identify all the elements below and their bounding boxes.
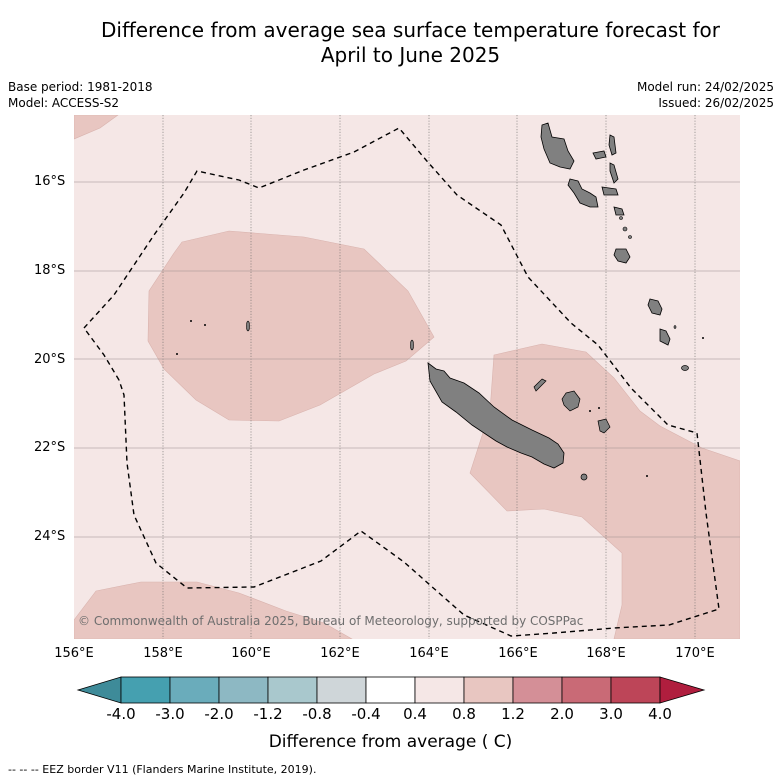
longitude-label: 168°E	[586, 646, 626, 661]
title-line-1: Difference from average sea surface temp…	[100, 18, 720, 42]
latitude-label: 18°S	[34, 263, 66, 278]
eez-border	[83, 127, 720, 637]
islet-dot-6	[646, 475, 648, 477]
colorbar-extend-low	[76, 676, 122, 704]
vanuatu-ambae	[592, 150, 607, 160]
colorbar-tick: 0.4	[403, 705, 427, 723]
longitude-label: 160°E	[231, 646, 271, 661]
colorbar-tick: -1.2	[253, 705, 283, 723]
vanuatu-aneityum	[681, 365, 689, 371]
vanuatu-shepherd-3	[619, 216, 623, 220]
map-svg	[74, 115, 740, 639]
colorbar-segment	[218, 676, 269, 704]
islet-dot-4	[598, 407, 600, 409]
vanuatu-shepherd-1	[622, 226, 628, 232]
new-caledonia-island	[427, 362, 565, 469]
colorbar-tick: -3.0	[155, 705, 185, 723]
longitude-label: 156°E	[54, 646, 94, 661]
colorbar-tick: 2.0	[550, 705, 574, 723]
colorbar-tick: 0.8	[452, 705, 476, 723]
model-name: Model: ACCESS-S2	[8, 96, 120, 110]
colorbar-segment	[414, 676, 465, 704]
colorbar-tick: -0.8	[302, 705, 332, 723]
longitude-label: 158°E	[143, 646, 183, 661]
colorbar-tick: 3.0	[599, 705, 623, 723]
colorbar-tick: 1.2	[501, 705, 525, 723]
latitude-label: 22°S	[34, 440, 66, 455]
metadata-right: Model run: 24/02/2025 Issued: 26/02/2025	[637, 79, 774, 111]
colorbar-segment	[610, 676, 661, 704]
belep-islet	[410, 339, 414, 351]
colorbar-extend-high	[659, 676, 706, 704]
colorbar-tick: 4.0	[648, 705, 672, 723]
map-title: Difference from average sea surface temp…	[0, 18, 781, 68]
chesterfield-islet	[246, 320, 250, 332]
colorbar-segment	[365, 676, 416, 704]
copyright-notice: © Commonwealth of Australia 2025, Bureau…	[78, 614, 584, 628]
graticule-latitude	[74, 181, 740, 538]
colorbar-segment	[267, 676, 318, 704]
vanuatu-malekula	[567, 178, 599, 208]
model-run: Model run: 24/02/2025	[636, 80, 774, 94]
vanuatu-islet-4	[673, 325, 677, 329]
vanuatu-shepherd-2	[628, 235, 632, 239]
islet-dot-2	[204, 324, 206, 326]
vanuatu-ambrym	[601, 186, 619, 196]
vanuatu-efate	[613, 248, 631, 264]
base-period: Base period: 1981-2018	[8, 80, 153, 94]
islet-dot-1	[190, 320, 192, 322]
longitude-label: 164°E	[409, 646, 449, 661]
sst-anomaly-patch-south	[74, 581, 353, 639]
longitude-label: 166°E	[498, 646, 538, 661]
latitude-label: 24°S	[34, 529, 66, 544]
islet-dot-5	[589, 410, 591, 412]
loyalty-islands-ouvea	[533, 378, 547, 392]
colorbar-tick: -2.0	[204, 705, 234, 723]
sst-anomaly-patch-east	[469, 343, 740, 639]
islet-dot-3	[176, 353, 178, 355]
isle-of-pines	[580, 473, 588, 481]
vanuatu-pentecost	[609, 162, 619, 184]
colorbar-segment	[316, 676, 367, 704]
colorbar-segment	[512, 676, 563, 704]
latitude-label: 16°S	[34, 174, 66, 189]
colorbar-segment	[169, 676, 220, 704]
colorbar-segment	[463, 676, 514, 704]
sst-anomaly-patch-nw-corner	[74, 115, 119, 140]
eez-border-close	[83, 327, 120, 381]
colorbar	[76, 676, 706, 704]
colorbar-title: Difference from average ( C)	[268, 732, 513, 752]
islet-dot-7	[702, 337, 704, 339]
vanuatu-tanna	[659, 328, 671, 346]
colorbar-tick: -0.4	[351, 705, 381, 723]
longitude-label: 170°E	[675, 646, 715, 661]
loyalty-islands-lifou	[561, 390, 581, 412]
colorbar-segment	[561, 676, 612, 704]
eez-legend-note: -- -- -- EEZ border V11 (Flanders Marine…	[8, 763, 317, 776]
graticule-longitude	[162, 115, 696, 639]
vanuatu-espiritu-santo	[540, 122, 575, 170]
latitude-label: 20°S	[34, 352, 66, 367]
map-panel	[74, 115, 740, 639]
sst-anomaly-patch-west	[147, 230, 435, 422]
vanuatu-epi	[613, 206, 625, 216]
metadata-left: Base period: 1981-2018 Model: ACCESS-S2	[8, 79, 153, 111]
issued-date: Issued: 26/02/2025	[658, 96, 774, 110]
colorbar-segments	[76, 676, 706, 704]
colorbar-segment	[120, 676, 171, 704]
colorbar-tick: -4.0	[106, 705, 136, 723]
longitude-label: 162°E	[320, 646, 360, 661]
vanuatu-maewo	[608, 134, 617, 156]
loyalty-islands-mare	[597, 418, 611, 434]
vanuatu-erromango	[647, 298, 663, 316]
title-line-2: April to June 2025	[320, 43, 501, 67]
